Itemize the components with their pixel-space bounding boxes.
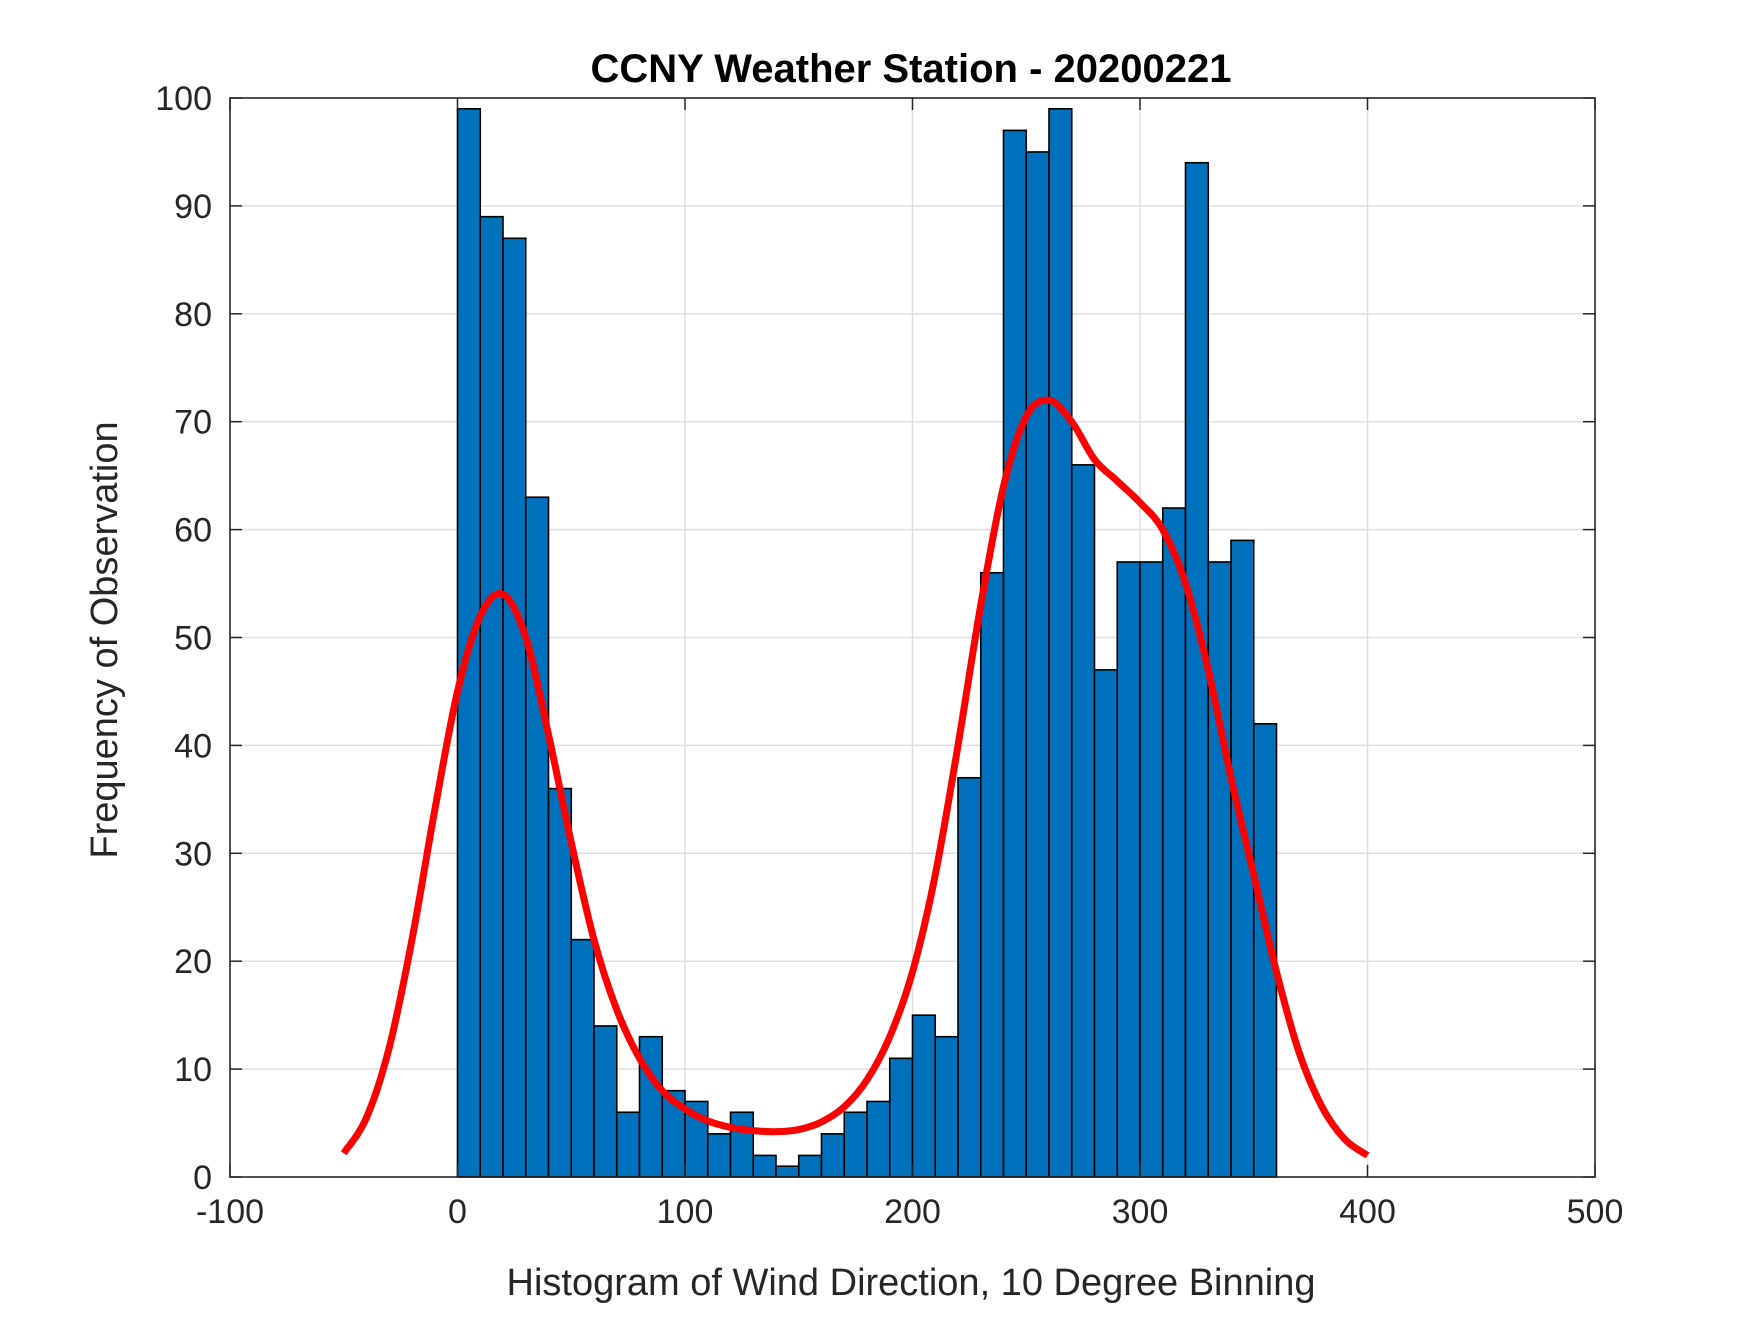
histogram-bar (1161, 507, 1187, 1178)
histogram-bar (775, 1165, 800, 1178)
y-tick-label: 90 (174, 188, 212, 226)
tick-marks (229, 97, 1596, 1178)
histogram-bar (479, 215, 504, 1178)
y-tick-label: 80 (174, 296, 212, 334)
histogram-bar (706, 1133, 732, 1178)
histogram-bar (1070, 464, 1096, 1178)
histogram-bar (979, 571, 1005, 1178)
histogram-bar (1002, 129, 1028, 1178)
y-tick-label: 50 (174, 620, 212, 658)
histogram-bar (888, 1057, 914, 1178)
y-tick-label: 10 (174, 1051, 212, 1089)
histogram-bar (1116, 561, 1141, 1178)
histogram-bar (729, 1111, 755, 1178)
histogram-bars (456, 107, 1278, 1178)
y-tick-label: 30 (174, 835, 212, 873)
x-tick-label: 400 (1339, 1193, 1396, 1231)
histogram-bar (570, 938, 595, 1178)
histogram-bar (1207, 561, 1232, 1178)
fit-curve-layer (340, 396, 1370, 1159)
y-tick-label: 70 (174, 404, 212, 442)
histogram-bar (752, 1154, 777, 1178)
x-tick-label: 300 (1112, 1193, 1169, 1231)
histogram-bar (820, 1133, 846, 1178)
fitted-distribution-curve (340, 396, 1370, 1159)
histogram-bar (934, 1035, 959, 1178)
histogram-bar (524, 496, 550, 1178)
histogram-bar (502, 237, 527, 1178)
histogram-bar (866, 1100, 891, 1178)
x-tick-label: -100 (196, 1193, 264, 1231)
x-tick-label: 200 (884, 1193, 941, 1231)
y-tick-label: 20 (174, 943, 212, 981)
y-tick-labels: 0 10 20 30 40 50 60 70 80 90 100 (155, 80, 212, 1197)
x-tick-labels: -100 0 100 200 300 400 500 (196, 1193, 1623, 1231)
histogram-bar (1093, 669, 1119, 1178)
x-tick-label: 0 (448, 1193, 467, 1231)
y-tick-label: 60 (174, 512, 212, 550)
histogram-bar (1139, 561, 1164, 1178)
histogram-bar (615, 1111, 641, 1178)
y-tick-label: 40 (174, 727, 212, 765)
y-axis-label: Frequency of Observation (84, 421, 126, 858)
histogram-bar (547, 787, 573, 1178)
histogram-bar (797, 1154, 823, 1178)
histogram-bar (1048, 107, 1073, 1178)
y-tick-label: 0 (193, 1159, 212, 1197)
x-tick-label: 100 (657, 1193, 714, 1231)
histogram-bar (1025, 151, 1050, 1178)
y-tick-label: 100 (155, 80, 212, 118)
histogram-bar (911, 1014, 937, 1178)
histogram-bar (843, 1111, 868, 1178)
x-axis-label: Histogram of Wind Direction, 10 Degree B… (507, 1262, 1316, 1304)
x-tick-label: 500 (1567, 1193, 1624, 1231)
chart-title: CCNY Weather Station - 20200221 (591, 47, 1232, 91)
histogram-bar (593, 1025, 618, 1178)
histogram-bar (957, 776, 982, 1178)
